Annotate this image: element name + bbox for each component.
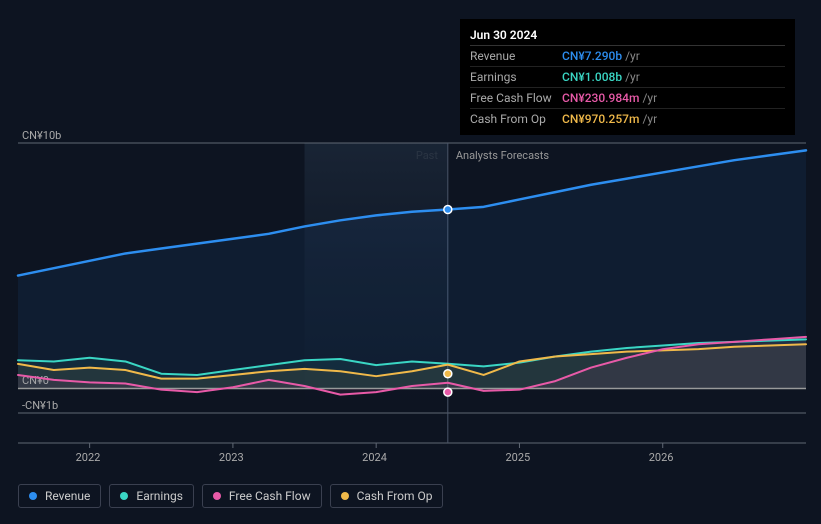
tooltip-metric-label: Free Cash Flow: [470, 91, 562, 105]
tooltip-metric-unit: /yr: [625, 49, 640, 63]
legend-dot-icon: [29, 492, 37, 500]
marker-cfo: [444, 370, 452, 378]
legend-label: Revenue: [45, 489, 90, 503]
tooltip-metric-unit: /yr: [642, 91, 657, 105]
tooltip-metric-value: CN¥970.257m: [562, 112, 639, 126]
hover-tooltip: Jun 30 2024 RevenueCN¥7.290b/yrEarningsC…: [460, 19, 795, 135]
marker-revenue: [444, 206, 452, 214]
legend-dot-icon: [120, 492, 128, 500]
tooltip-metric-label: Revenue: [470, 49, 562, 63]
tooltip-row: RevenueCN¥7.290b/yr: [470, 46, 785, 67]
legend-label: Free Cash Flow: [229, 489, 311, 503]
legend-item-fcf[interactable]: Free Cash Flow: [202, 484, 322, 508]
tooltip-row: EarningsCN¥1.008b/yr: [470, 67, 785, 88]
tooltip-metric-value: CN¥230.984m: [562, 91, 639, 105]
tooltip-metric-value: CN¥1.008b: [562, 70, 622, 84]
tooltip-metric-value: CN¥7.290b: [562, 49, 622, 63]
tooltip-metric-unit: /yr: [625, 70, 640, 84]
tooltip-metric-unit: /yr: [642, 112, 657, 126]
legend-item-cfo[interactable]: Cash From Op: [330, 484, 444, 508]
marker-fcf: [444, 388, 452, 396]
tooltip-row: Free Cash FlowCN¥230.984m/yr: [470, 88, 785, 109]
legend-dot-icon: [213, 492, 221, 500]
legend-item-revenue[interactable]: Revenue: [18, 484, 101, 508]
legend-label: Cash From Op: [357, 489, 433, 503]
tooltip-row: Cash From OpCN¥970.257m/yr: [470, 109, 785, 129]
legend-label: Earnings: [136, 489, 183, 503]
tooltip-metric-label: Earnings: [470, 70, 562, 84]
tooltip-date: Jun 30 2024: [470, 25, 785, 46]
tooltip-metric-label: Cash From Op: [470, 112, 562, 126]
legend-dot-icon: [341, 492, 349, 500]
legend-item-earnings[interactable]: Earnings: [109, 484, 194, 508]
legend: Revenue Earnings Free Cash Flow Cash From O…: [18, 484, 443, 508]
